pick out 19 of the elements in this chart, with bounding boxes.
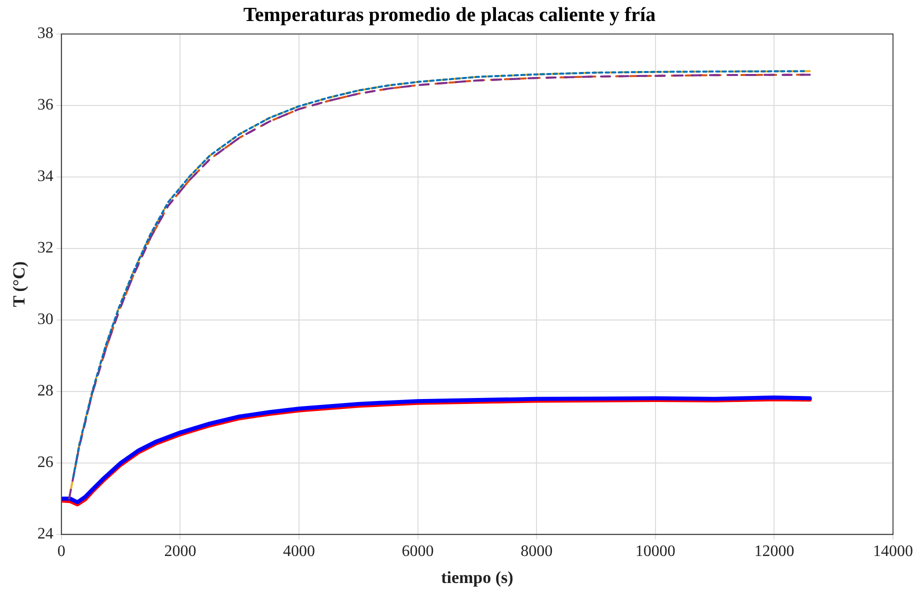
y-tick-label: 30 bbox=[37, 311, 54, 328]
y-tick-label: 26 bbox=[37, 454, 54, 472]
y-tick-label: 38 bbox=[37, 25, 54, 42]
x-tick-label: 12000 bbox=[754, 543, 794, 560]
y-axis-title: T (°C) bbox=[10, 261, 29, 308]
x-axis-title: tiempo (s) bbox=[441, 568, 514, 588]
chart-title: Temperaturas promedio de placas caliente y fría bbox=[243, 4, 656, 26]
y-tick-label: 24 bbox=[37, 526, 54, 543]
y-tick-label: 28 bbox=[37, 382, 54, 400]
x-tick-label: 4000 bbox=[283, 543, 315, 560]
y-tick-label: 32 bbox=[37, 240, 54, 257]
x-tick-label: 14000 bbox=[873, 543, 913, 560]
y-tick-label: 34 bbox=[37, 168, 54, 186]
x-tick-label: 10000 bbox=[635, 543, 676, 560]
x-tick-label: 2000 bbox=[164, 543, 196, 560]
x-tick-label: 6000 bbox=[402, 543, 434, 560]
x-tick-label: 0 bbox=[57, 543, 66, 560]
y-tick-label: 36 bbox=[37, 96, 54, 114]
x-tick-label: 8000 bbox=[520, 543, 553, 560]
